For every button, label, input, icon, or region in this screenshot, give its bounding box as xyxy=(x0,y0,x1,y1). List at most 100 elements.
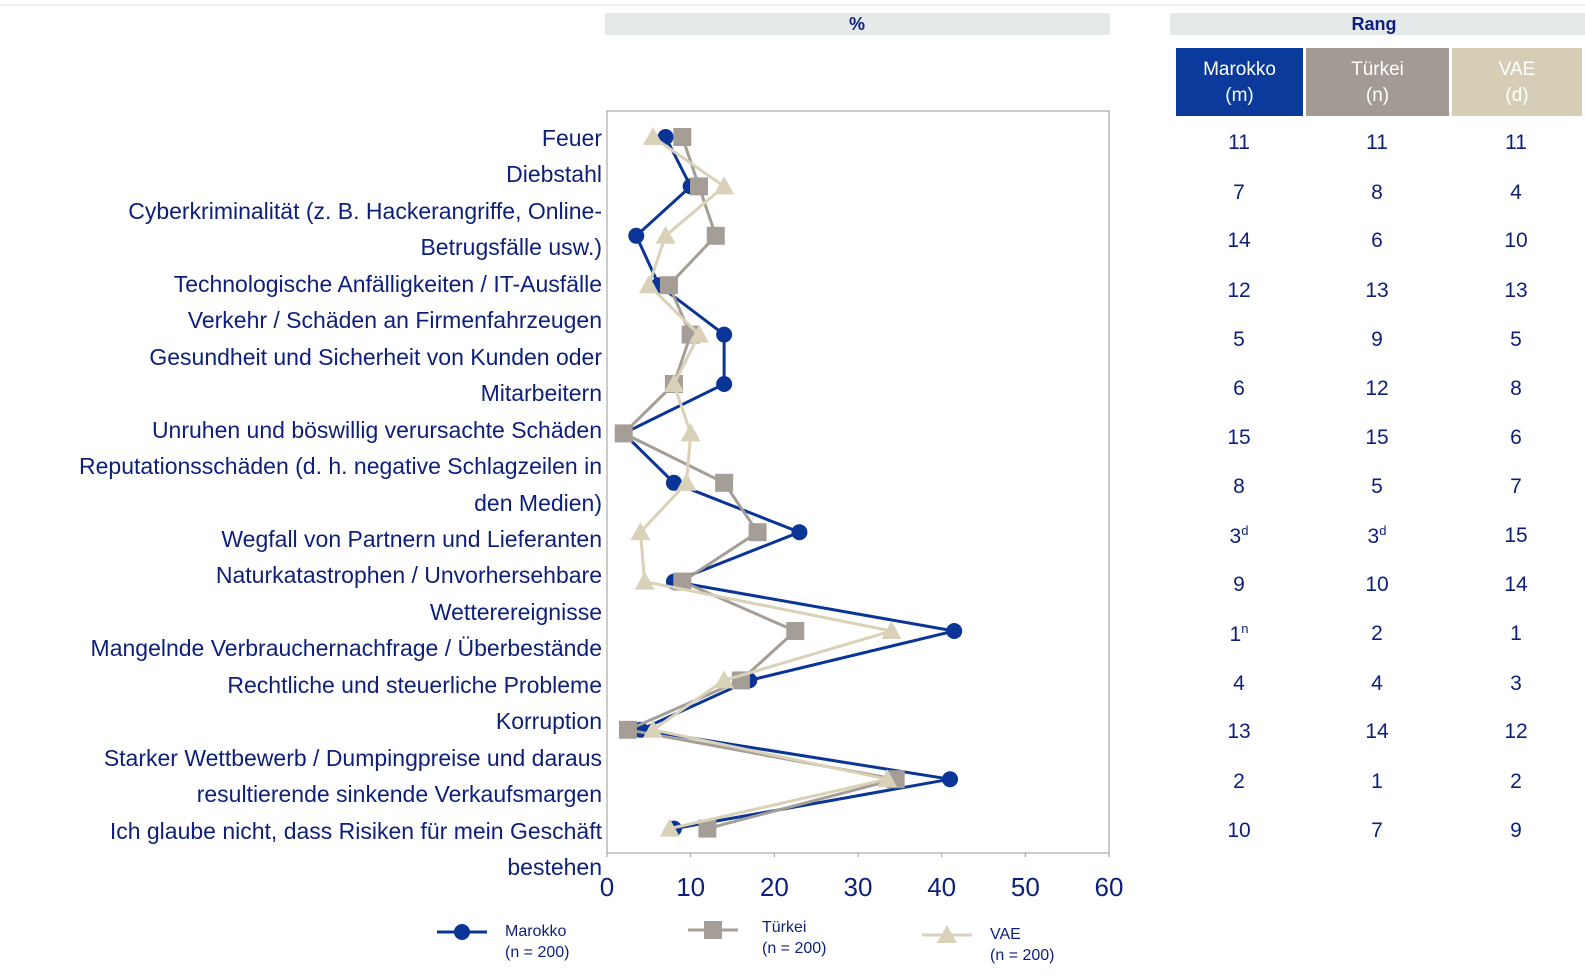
rank-cell: 2 xyxy=(1233,770,1245,793)
category-label: Rechtliche und steuerliche Probleme xyxy=(227,671,602,698)
rank-cell: 14 xyxy=(1227,229,1251,252)
legend-marker xyxy=(704,921,722,939)
point xyxy=(673,128,692,146)
point xyxy=(643,127,664,145)
category-label: Reputationsschäden (d. h. negative Schla… xyxy=(79,453,602,516)
point xyxy=(877,769,898,788)
category-label: Verkehr / Schäden an Firmenfahrzeugen xyxy=(187,307,602,334)
rank-cell: 1n xyxy=(1179,621,1299,647)
x-tick-label: 10 xyxy=(676,872,705,902)
point xyxy=(716,326,733,343)
rank-cell: 9 xyxy=(1371,328,1383,351)
point xyxy=(673,572,692,591)
point xyxy=(786,622,805,640)
rank-cell: 5 xyxy=(1510,328,1522,351)
point xyxy=(946,623,963,639)
category-label: Naturkatastrophen / Unvorhersehbare Wett… xyxy=(215,562,602,625)
point xyxy=(689,324,710,343)
rank-cell: 9 xyxy=(1233,573,1245,596)
rank-cell: 12 xyxy=(1504,720,1528,743)
x-tick-label: 50 xyxy=(1011,872,1040,902)
rank-cell: 4 xyxy=(1371,672,1383,695)
rank-cell: 7 xyxy=(1233,181,1245,204)
point xyxy=(881,621,902,639)
rank-cell: 14 xyxy=(1365,720,1389,743)
column-header: Türkei (n) xyxy=(1306,48,1449,116)
point xyxy=(715,473,734,492)
rank-cell: 11 xyxy=(1228,131,1250,154)
rank-value: 3 xyxy=(1367,525,1380,548)
rank-cell: 5 xyxy=(1371,475,1383,498)
legend-label: Marokko (n = 200) xyxy=(505,923,570,961)
point xyxy=(618,720,637,739)
rank-cell: 10 xyxy=(1227,819,1251,842)
point xyxy=(638,275,659,294)
point xyxy=(748,523,767,542)
category-label: Korruption xyxy=(495,708,602,735)
rank-cell: 3d xyxy=(1179,523,1299,549)
x-tick-label: 0 xyxy=(600,872,614,902)
x-tick-label: 40 xyxy=(927,872,956,902)
rank-cell: 15 xyxy=(1227,426,1251,449)
rank-cell: 8 xyxy=(1233,475,1245,498)
rank-cell: 3d xyxy=(1317,523,1437,549)
rank-cell: 12 xyxy=(1227,279,1251,302)
rank-cell: 10 xyxy=(1504,229,1528,252)
category-label: Mangelnde Verbrauchernachfrage / Überbes… xyxy=(90,635,602,662)
rank-superscript: d xyxy=(1241,523,1249,538)
rank-superscript: n xyxy=(1241,621,1249,636)
point xyxy=(665,474,682,491)
rank-cell: 3 xyxy=(1510,672,1522,695)
x-tick-label: 30 xyxy=(844,872,873,902)
rank-cell: 11 xyxy=(1366,131,1388,154)
category-label: Technologische Anfälligkeiten / IT-Ausfä… xyxy=(173,270,602,297)
rank-cell: 7 xyxy=(1371,819,1383,842)
rank-cell: 13 xyxy=(1227,720,1251,743)
category-label: Unruhen und böswillig verursachte Schäde… xyxy=(151,416,602,443)
column-header: Marokko (m) xyxy=(1176,48,1303,116)
rank-cell: 15 xyxy=(1365,426,1389,449)
category-label: Ich glaube nicht, dass Risiken für mein … xyxy=(109,817,602,881)
rank-cell: 12 xyxy=(1365,377,1389,400)
rank-band xyxy=(1170,13,1585,35)
rank-cell: 9 xyxy=(1510,819,1522,842)
point xyxy=(628,227,645,244)
point xyxy=(614,424,633,443)
point xyxy=(663,374,684,392)
rank-cell: 4 xyxy=(1510,181,1522,204)
category-label: Cyberkriminalität (z. B. Hackerangriffe,… xyxy=(128,197,602,261)
legend-label: VAE (n = 200) xyxy=(990,926,1055,964)
category-label: Diebstahl xyxy=(506,161,602,188)
point xyxy=(714,176,735,195)
header: % xyxy=(849,14,865,34)
point xyxy=(643,719,664,738)
rank-cell: 1 xyxy=(1371,770,1383,793)
rank-cell: 6 xyxy=(1233,377,1245,400)
point xyxy=(680,423,701,442)
category-label: Starker Wettbewerb / Dumpingpreise und d… xyxy=(103,744,602,808)
point xyxy=(706,226,725,245)
x-tick-label: 20 xyxy=(760,872,789,902)
category-labels: Feuer Diebstahl Cyberkriminalität (z. B. H… xyxy=(0,120,602,886)
point xyxy=(690,177,709,196)
rank-cell: 2 xyxy=(1510,770,1522,793)
column-header: VAE (d) xyxy=(1452,48,1582,116)
point xyxy=(659,276,678,295)
x-tick-label: 60 xyxy=(1095,872,1124,902)
rank-cell: 6 xyxy=(1510,426,1522,449)
legend-label: Türkei (n = 200) xyxy=(762,919,827,957)
rank-title: Rang xyxy=(1352,14,1397,34)
rank-cell: 5 xyxy=(1233,328,1245,351)
point xyxy=(698,819,717,838)
point xyxy=(791,524,808,541)
rank-superscript: d xyxy=(1379,523,1387,538)
rank-cell: 10 xyxy=(1365,573,1389,596)
legend-marker xyxy=(454,924,470,940)
rank-cell: 1 xyxy=(1510,622,1522,645)
rank-cell: 14 xyxy=(1504,573,1528,596)
point xyxy=(714,670,735,689)
point xyxy=(659,818,680,837)
rank-cell: 4 xyxy=(1233,672,1245,695)
